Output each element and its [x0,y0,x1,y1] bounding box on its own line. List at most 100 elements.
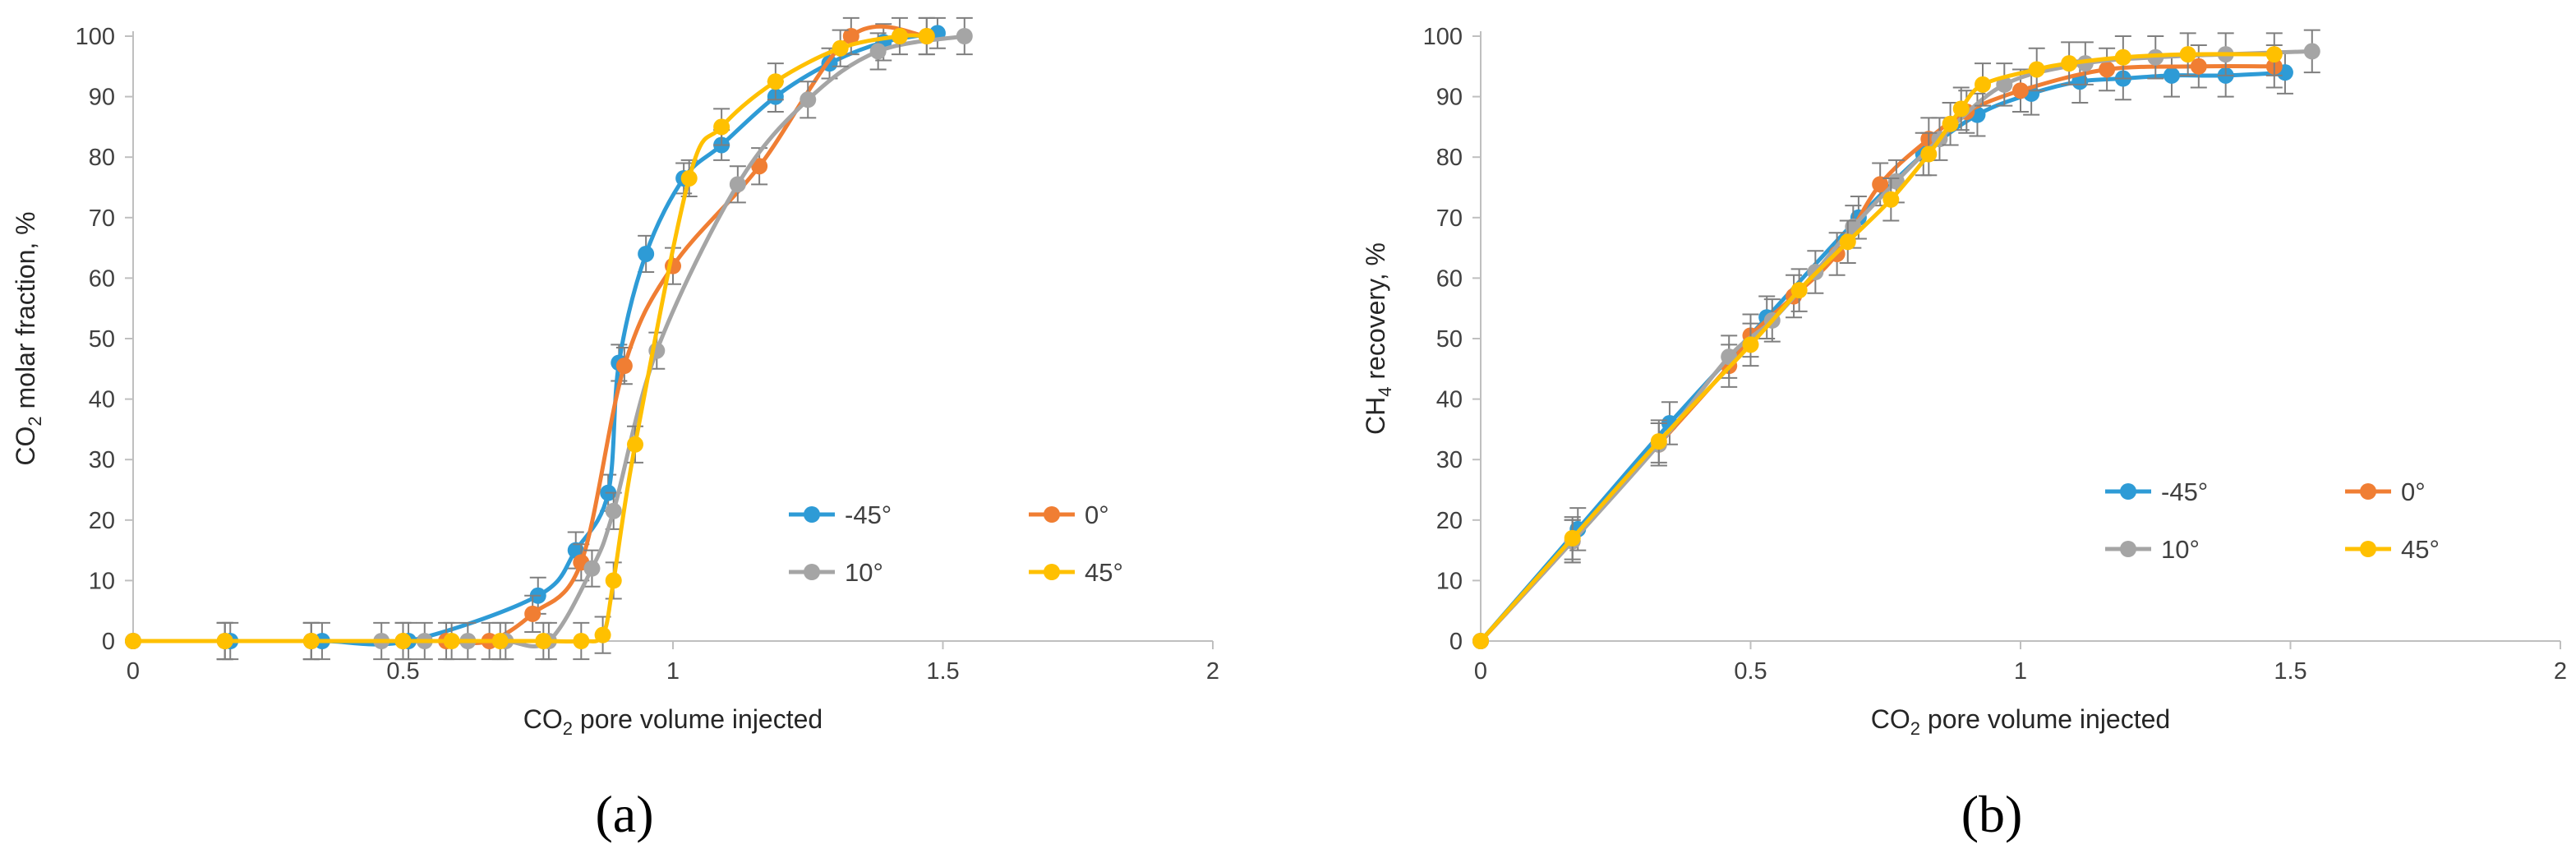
legend: -45° 0° 10° 45° [789,501,1123,587]
data-point [2179,46,2196,63]
data-point [627,436,644,453]
data-point [524,605,541,622]
y-tick-label: 80 [89,145,115,171]
data-point [2265,46,2283,63]
data-point [2099,61,2116,78]
x-tick-label: 2 [1206,658,1219,685]
data-point [832,39,849,57]
y-tick-label: 10 [89,568,115,594]
data-point [2061,55,2078,72]
data-point [1742,336,1759,353]
data-point [2114,48,2131,66]
data-point [767,73,784,90]
legend: -45° 0° 10° 45° [2105,477,2440,564]
data-point [1952,100,1970,118]
data-point [125,633,141,649]
series-4 [125,16,935,661]
data-point [869,43,887,60]
data-point [891,28,908,44]
x-tick-label: 0 [1474,658,1487,685]
y-tick-label: 20 [89,508,115,534]
data-point [2028,61,2045,78]
y-tick-label: 30 [1436,447,1463,473]
data-point [1942,115,1959,132]
data-point [216,633,233,649]
data-point [1790,282,1808,299]
data-point [615,358,633,375]
x-tick-label: 0.5 [386,658,419,685]
data-point [583,560,601,577]
data-point [956,28,973,44]
data-point [638,245,655,262]
y-tick-label: 0 [102,629,115,655]
data-point [1472,633,1489,649]
data-point [302,633,320,649]
y-tick-label: 50 [89,326,115,353]
panel-label: (b) [1961,785,2023,843]
x-tick-label: 1.5 [2274,658,2306,685]
data-point [394,633,412,649]
data-point [2190,58,2207,75]
data-point [594,626,611,644]
y-tick-label: 90 [1436,85,1463,111]
y-tick-label: 60 [89,265,115,292]
data-point [918,28,935,44]
y-tick-label: 100 [76,24,115,50]
legend-swatch-marker [1044,506,1060,523]
legend-swatch-marker [2360,541,2376,557]
data-point [800,91,817,108]
data-point [2303,43,2320,60]
y-tick-label: 60 [1436,265,1463,292]
y-axis-label: CO2 molar fraction, % [11,211,45,465]
series-line [133,34,965,648]
data-point [1882,191,1900,208]
legend-swatch-marker [804,506,820,523]
data-point [573,633,590,649]
y-tick-label: 10 [1436,568,1463,594]
x-axis-label: CO2 pore volume injected [1871,704,2170,739]
legend-swatch-marker [2120,483,2136,500]
legend-label: -45° [845,501,892,529]
series-line [1479,52,2274,643]
panel-label: (a) [595,785,653,843]
data-point [1872,176,1889,193]
data-point [1920,145,1938,163]
legend-swatch-marker [1044,564,1060,580]
legend-label: 10° [845,558,883,587]
y-tick-label: 50 [1436,326,1463,353]
legend-swatch-marker [2360,483,2376,500]
x-tick-label: 1.5 [926,658,959,685]
x-axis-label: CO2 pore volume injected [523,704,823,739]
y-tick-label: 40 [1436,387,1463,413]
y-tick-label: 90 [89,85,115,111]
y-tick-label: 30 [89,447,115,473]
data-point [1887,173,1905,190]
y-tick-label: 70 [1436,205,1463,232]
legend-label: -45° [2161,477,2208,506]
legend-label: 10° [2161,535,2200,564]
y-tick-label: 20 [1436,508,1463,534]
data-point [2012,82,2029,99]
legend-label: 0° [2401,477,2426,506]
series-line [133,30,938,647]
y-tick-label: 70 [89,205,115,232]
x-tick-label: 1 [2014,658,2027,685]
x-tick-label: 0 [127,658,140,685]
y-tick-label: 100 [1423,24,1463,50]
y-tick-label: 0 [1449,629,1463,655]
data-point [713,118,730,136]
x-tick-label: 0.5 [1734,658,1767,685]
y-tick-label: 40 [89,387,115,413]
legend-swatch-marker [2120,541,2136,557]
data-point [1564,529,1581,547]
data-point [535,633,552,649]
data-point [729,176,746,193]
y-tick-label: 80 [1436,145,1463,171]
data-point [1839,233,1856,251]
series-1 [125,16,946,661]
data-point [2163,67,2180,84]
data-point [842,28,859,44]
legend-swatch-marker [804,564,820,580]
